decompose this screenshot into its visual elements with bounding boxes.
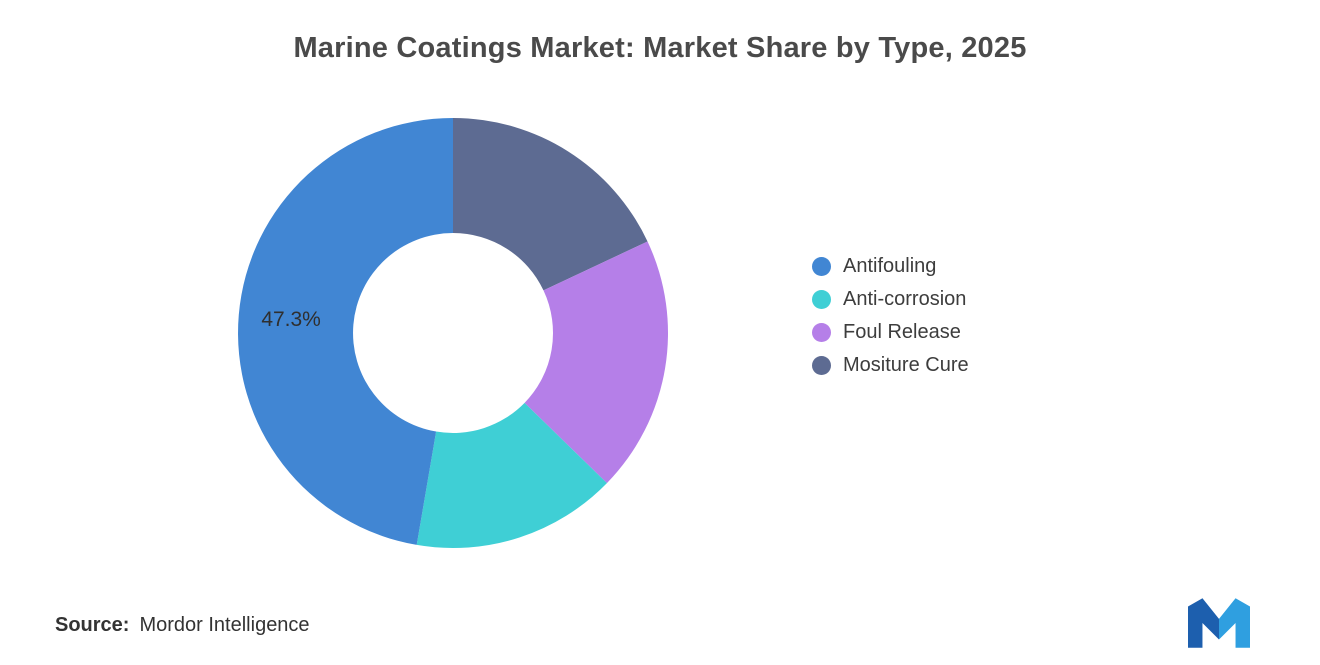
mordor-intelligence-logo-icon [1188,598,1250,648]
legend-swatch-foul-release-icon [812,322,831,342]
donut-chart-svg: 47.3% [238,118,669,548]
legend-label: Mositure Cure [843,354,969,376]
donut-segment [238,118,453,545]
legend-swatch-antifouling-icon [812,256,831,276]
source-prefix: Source: [55,614,130,636]
legend-swatch-anti-corrosion-icon [812,289,831,309]
chart-title: Marine Coatings Market: Market Share by … [293,32,1027,64]
donut-segment [524,241,669,484]
legend-item-mositure-cure[interactable]: Mositure Cure [812,355,969,375]
donut-segment [416,402,607,548]
chart-legend: Antifouling Anti-corrosion Foul Release … [812,256,969,375]
donut-segment [453,118,648,291]
legend-item-antifouling[interactable]: Antifouling [812,256,969,276]
legend-label: Antifouling [843,255,937,277]
legend-label: Anti-corrosion [843,288,967,310]
source-text: Mordor Intelligence [139,614,310,636]
legend-swatch-mositure-cure-icon [812,355,831,375]
legend-item-anti-corrosion[interactable]: Anti-corrosion [812,289,969,309]
donut-chart: 47.3% [203,83,703,583]
source-line: Source: Mordor Intelligence [55,614,310,637]
legend-label: Foul Release [843,321,961,343]
slice-data-label: 47.3% [261,308,321,331]
legend-item-foul-release[interactable]: Foul Release [812,322,969,342]
